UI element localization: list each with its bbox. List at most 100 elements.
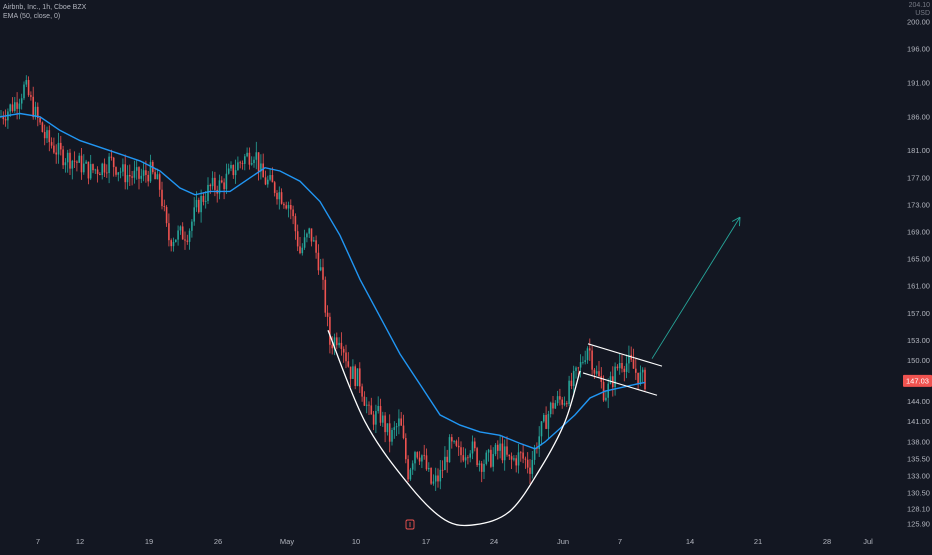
candle-body [168, 223, 170, 241]
candle-body [471, 441, 474, 454]
candle-body [437, 475, 439, 482]
candle-body [414, 452, 416, 464]
candle-body [409, 469, 412, 480]
candle-body [179, 226, 182, 231]
candle-body [117, 172, 120, 175]
candle-body [467, 457, 469, 459]
candle-body [145, 170, 147, 175]
candle-body [124, 164, 126, 183]
symbol-title[interactable]: Airbnb, Inc., 1h, Cboe BZX [3, 4, 87, 11]
candle-body [616, 366, 619, 369]
time-axis: 7 12 19 26 May 10 17 24 Jun 7 14 21 28 Jul [36, 537, 873, 546]
candle-body [181, 226, 184, 240]
candle-body [372, 414, 375, 425]
candle-body [370, 405, 373, 415]
candle-body [485, 452, 488, 464]
candle-body [161, 189, 163, 207]
candle-body [379, 406, 382, 423]
candle-body [273, 182, 276, 193]
candle-body [87, 161, 90, 179]
candle-body [526, 459, 529, 468]
candle-body [637, 372, 639, 384]
candle-body [474, 441, 476, 449]
candle-body [324, 279, 327, 313]
candle-body [329, 316, 331, 345]
candle-body [119, 171, 122, 173]
candle-body [559, 396, 561, 400]
candle-body [227, 168, 230, 174]
candle-body [308, 228, 310, 234]
candle-body [584, 360, 586, 362]
currency-label[interactable]: USD [915, 10, 930, 17]
candle-body [154, 172, 156, 180]
candle-body [340, 342, 343, 349]
candle-body [384, 415, 386, 433]
candle-body [239, 162, 241, 164]
candle-body [322, 267, 324, 280]
cup-curve [327, 330, 581, 527]
candle-body [570, 380, 573, 387]
candle-body [92, 164, 94, 171]
candle-body [561, 399, 563, 405]
candle-body [605, 397, 607, 401]
candle-body [395, 426, 398, 428]
candle-body [257, 152, 260, 172]
candle-body [345, 352, 347, 362]
candle-body [34, 106, 37, 118]
candle-body [549, 402, 552, 415]
candle-body [625, 363, 628, 372]
candle-body [131, 176, 133, 178]
candle-body [147, 174, 149, 182]
candle-body [158, 174, 161, 190]
candle-body [76, 161, 78, 163]
candle-body [538, 436, 540, 450]
candle-body [122, 164, 124, 172]
candle-body [101, 163, 103, 176]
time-tick-label: Jul [863, 537, 873, 546]
candle-body [50, 142, 53, 146]
candle-body [64, 162, 67, 166]
candle-body [283, 203, 285, 206]
candle-body [60, 142, 62, 150]
candle-body [25, 80, 28, 85]
arrow-head [739, 217, 741, 227]
candle-body [253, 159, 255, 164]
candle-body [522, 452, 524, 459]
candle-body [644, 369, 646, 390]
candle-body [221, 180, 223, 183]
price-tick-label: 173.00 [907, 200, 930, 209]
price-tick-label: 125.90 [907, 520, 930, 529]
price-tick-label: 200.00 [907, 18, 930, 27]
candle-body [363, 396, 366, 406]
candle-body [4, 119, 7, 121]
candle-body [365, 404, 368, 406]
candle-body [53, 145, 55, 153]
price-tick-label: 181.00 [907, 146, 930, 155]
candle-body [591, 350, 593, 370]
candle-body [453, 441, 455, 442]
candle-body [492, 454, 494, 467]
candle-body [628, 354, 630, 364]
candle-body [296, 231, 299, 247]
price-tick-label: 135.50 [907, 454, 930, 463]
candle-body [43, 132, 46, 139]
candle-body [614, 366, 616, 388]
candle-body [529, 467, 531, 474]
candle-body [214, 177, 216, 190]
candle-body [285, 205, 287, 209]
candle-body [377, 406, 379, 412]
candle-body [313, 240, 315, 242]
channel-upper-line [587, 343, 663, 367]
candle-body [218, 180, 221, 194]
candle-body [303, 237, 306, 248]
candle-body [554, 403, 557, 409]
candle-body [248, 152, 251, 165]
earnings-marker [405, 519, 415, 530]
candle-body [186, 240, 189, 242]
candle-body [301, 247, 304, 254]
candle-body [234, 170, 237, 176]
candle-body [609, 376, 612, 384]
candle-body [126, 175, 129, 183]
indicator-legend[interactable]: EMA (50, close, 0) [3, 13, 61, 20]
